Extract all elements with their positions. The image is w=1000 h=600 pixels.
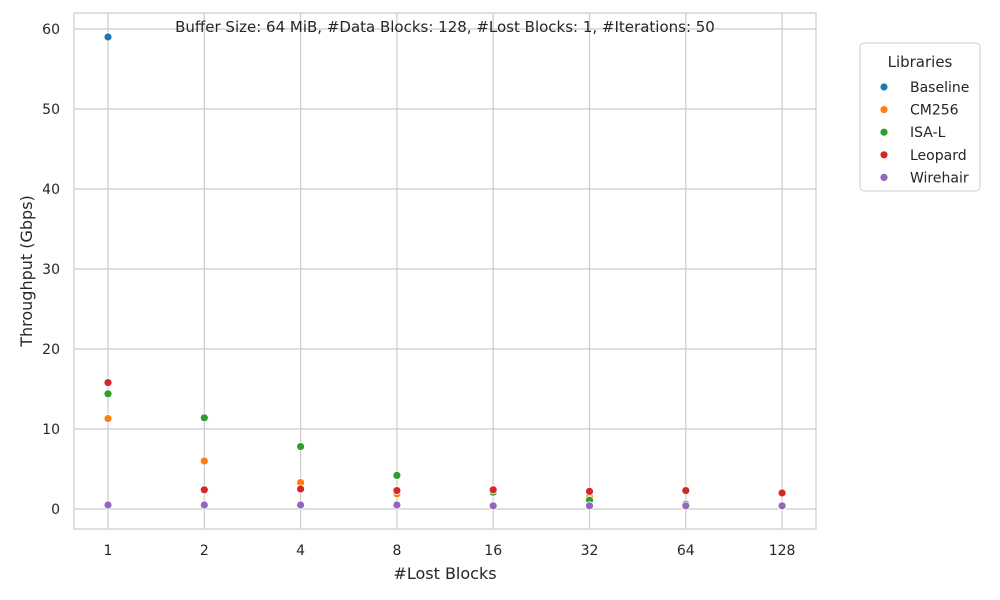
y-axis-label: Throughput (Gbps) [17, 195, 36, 348]
legend-label-baseline: Baseline [910, 80, 969, 96]
x-tick-label: 4 [296, 543, 305, 559]
legend-label-wirehair: Wirehair [910, 170, 969, 186]
legend-marker-wirehair [879, 172, 889, 182]
data-point-isa-l [392, 470, 402, 480]
legend-title: Libraries [888, 53, 953, 71]
data-point-leopard [103, 378, 113, 388]
grid [74, 13, 816, 529]
legend-marker-leopard [879, 150, 889, 160]
data-point-leopard [199, 485, 209, 495]
y-tick-label: 40 [42, 182, 60, 198]
legend-label-leopard: Leopard [910, 148, 967, 164]
x-tick-label: 128 [769, 543, 796, 559]
data-point-leopard [585, 486, 594, 496]
data-point-isa-l [199, 413, 209, 423]
data-point-isa-l [296, 442, 306, 452]
x-tick-label: 16 [484, 543, 502, 559]
data-point-wirehair [488, 501, 498, 511]
data-point-wirehair [296, 500, 306, 510]
data-point-leopard [777, 488, 787, 498]
x-axis-label: #Lost Blocks [393, 564, 496, 583]
x-axis-ticks: 1 2 4 8 16 32 64 128 [104, 543, 796, 559]
data-point-wirehair [585, 501, 594, 511]
data-point-leopard [392, 486, 402, 496]
y-tick-label: 50 [42, 102, 60, 118]
legend-items: Baseline CM256 ISA-L Leopard Wirehair [879, 80, 969, 186]
data-point-baseline [103, 32, 113, 42]
y-axis-ticks: 0 10 20 30 40 50 60 [42, 22, 60, 518]
legend: Libraries Baseline CM256 ISA-L Leopard Wireh… [859, 42, 981, 192]
x-tick-label: 8 [392, 543, 401, 559]
data-point-wirehair [392, 500, 402, 510]
x-tick-label: 32 [581, 543, 599, 559]
legend-label-cm256: CM256 [910, 103, 959, 119]
data-point-wirehair [103, 500, 113, 510]
data-point-leopard [296, 484, 306, 494]
data-point-wirehair [777, 501, 787, 511]
data-point-wirehair [199, 500, 209, 510]
y-tick-label: 30 [42, 262, 60, 278]
plot-area [73, 12, 817, 530]
data-point-cm256 [199, 456, 209, 466]
data-point-leopard [488, 485, 498, 495]
data-point-isa-l [103, 389, 113, 399]
x-tick-label: 2 [200, 543, 209, 559]
data-point-wirehair [681, 501, 691, 511]
legend-marker-isa-l [879, 127, 889, 137]
legend-marker-cm256 [879, 105, 889, 114]
data-point-leopard [681, 486, 691, 496]
x-tick-label: 64 [677, 543, 695, 559]
chart-title: Buffer Size: 64 MiB, #Data Blocks: 128, … [175, 18, 715, 36]
legend-marker-baseline [879, 82, 889, 92]
legend-box [859, 42, 981, 192]
data-point-cm256 [103, 414, 113, 424]
y-tick-label: 10 [42, 422, 60, 438]
y-tick-label: 0 [51, 502, 60, 518]
data-points [103, 32, 787, 512]
y-tick-label: 60 [42, 22, 60, 38]
y-tick-label: 20 [42, 342, 60, 358]
legend-label-isa-l: ISA-L [910, 125, 946, 141]
x-tick-label: 1 [104, 543, 113, 559]
